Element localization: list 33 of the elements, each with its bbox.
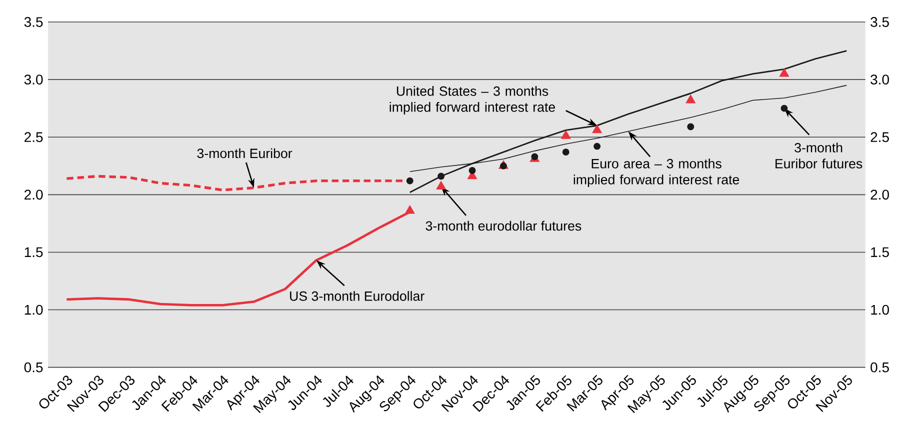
point xyxy=(406,177,414,184)
annotation: United States – 3 months implied forward interest rate xyxy=(390,86,555,114)
y-tick-label: 0.5 xyxy=(24,362,43,372)
point xyxy=(560,130,571,139)
point xyxy=(594,142,601,150)
y2-tick-label: 2.0 xyxy=(870,190,889,200)
point xyxy=(436,181,446,190)
point xyxy=(686,94,696,104)
y-tick-label: 2.0 xyxy=(24,190,43,200)
point xyxy=(404,205,415,214)
y-tick-label: 1.0 xyxy=(24,304,43,315)
y2-tick-label: 2.5 xyxy=(870,132,889,142)
point xyxy=(687,123,694,130)
annotation: 3-month Euribor futures xyxy=(776,142,862,168)
y-tick-label: 2.5 xyxy=(24,132,43,142)
point xyxy=(592,124,602,134)
y-tick-label: 1.5 xyxy=(24,247,43,258)
y2-tick-label: 3.0 xyxy=(870,74,889,85)
point xyxy=(468,167,476,174)
y2-tick-label: 3.5 xyxy=(870,17,889,27)
point xyxy=(438,172,445,180)
annotation: US 3-month Eurodollar xyxy=(290,291,424,301)
y2-tick-label: 0.5 xyxy=(870,362,889,372)
annotation: 3-month Euribor xyxy=(197,148,292,158)
y2-tick-label: 1.0 xyxy=(871,304,889,315)
point xyxy=(780,104,788,112)
y-tick-label: 3.5 xyxy=(24,17,43,27)
annotation: 3-month eurodollar futures xyxy=(426,220,582,231)
annotation: Euro area – 3 months implied forward interest rate xyxy=(574,158,740,188)
point xyxy=(562,148,570,156)
y2-tick-label: 1.5 xyxy=(871,247,889,258)
y-tick-label: 3.0 xyxy=(24,74,43,85)
point xyxy=(779,68,790,77)
